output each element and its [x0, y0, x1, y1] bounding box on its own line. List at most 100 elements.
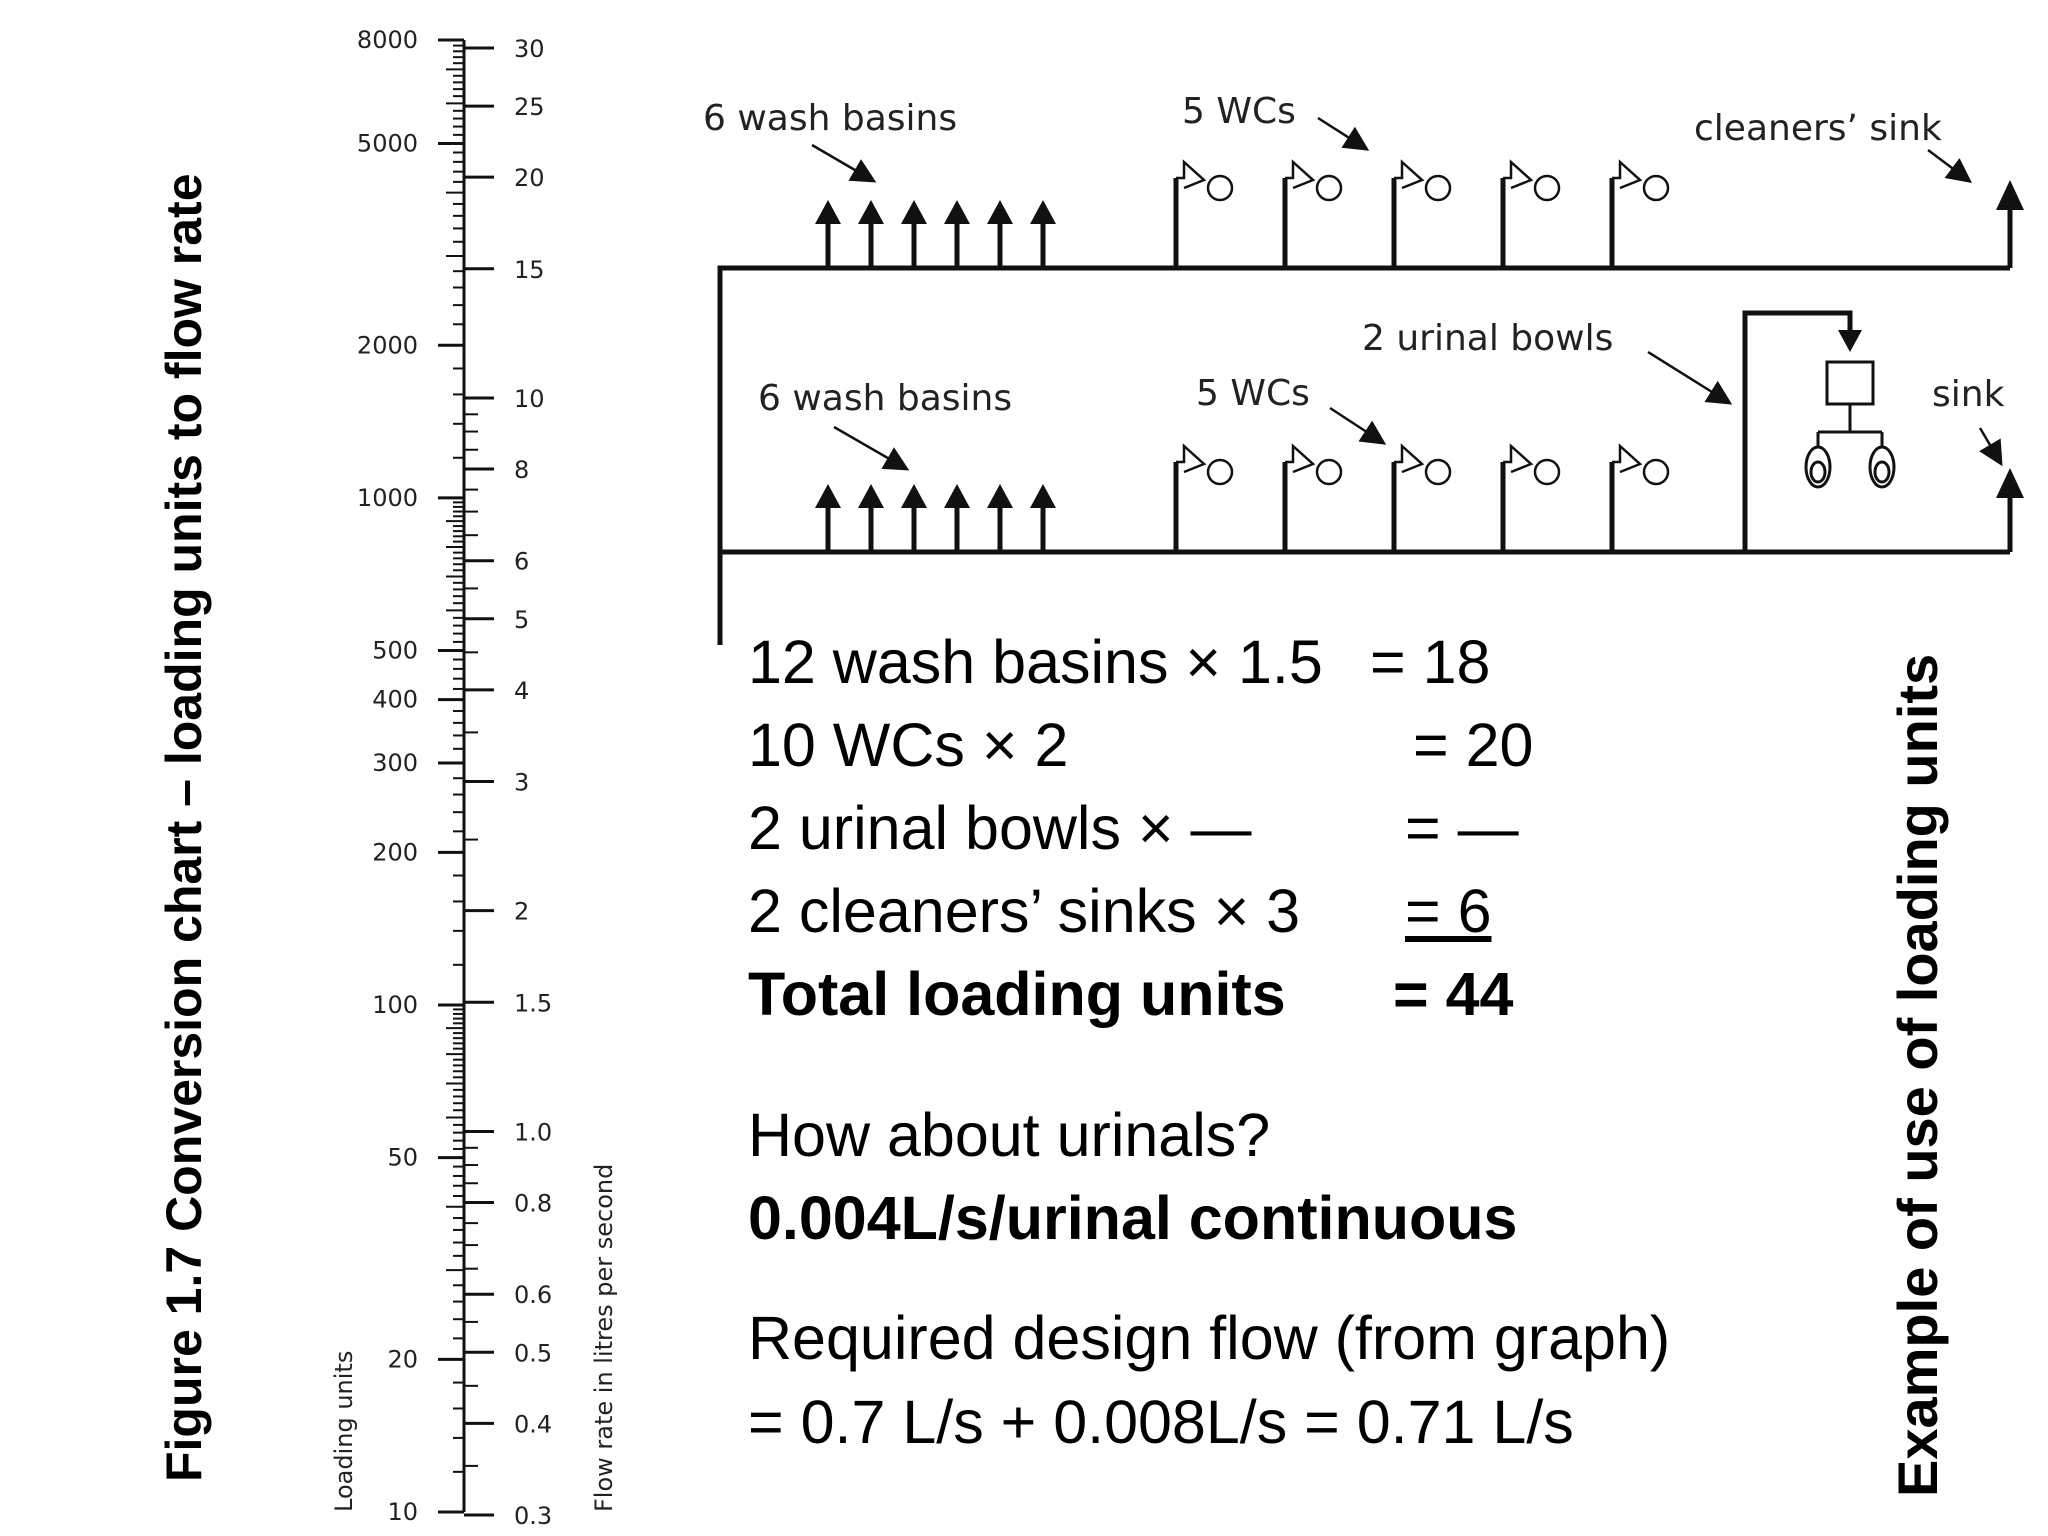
urinal-question: How about urinals? [748, 1101, 1271, 1169]
wash-basin-icon [987, 200, 1013, 268]
calc-value: = 20 [1413, 711, 1534, 779]
wash-basin-icon [901, 200, 927, 268]
calc-row-total: Total loading units = 44 [748, 964, 1513, 1025]
urinal-answer: 0.004L/s/urinal continuous [748, 1184, 1518, 1252]
pointer-top-wcs [1317, 116, 1370, 151]
wash-basin-icon [987, 484, 1013, 552]
pointer-cleaners-sink [1927, 149, 1972, 183]
pointer-sink [1978, 427, 2003, 467]
pointer-urinal-bowls [1647, 350, 1733, 405]
urinal-feed-pipe [1742, 310, 1853, 552]
right-tick-label: 3 [514, 769, 529, 797]
label-sink: sink [1932, 374, 2005, 415]
right-tick-label: 15 [514, 256, 545, 284]
left-tick-label: 400 [372, 686, 418, 714]
top-wash-basins [815, 200, 1056, 268]
wc-icon [1282, 159, 1343, 268]
right-tick-label: 2 [514, 898, 529, 926]
right-tick-label: 5 [514, 606, 529, 634]
wc-icon [1500, 443, 1561, 552]
wc-icon [1500, 159, 1561, 268]
wash-basin-icon [944, 484, 970, 552]
cleaners-sink-arrow-icon [1996, 180, 2024, 210]
calc-total-value: = 44 [1393, 960, 1514, 1028]
left-tick-label: 8000 [357, 26, 418, 54]
wash-basin-icon [944, 200, 970, 268]
urinal-bowls-icon [1804, 360, 1896, 489]
wc-icon [1391, 443, 1452, 552]
calc-row-urinals: 2 urinal bowls × — = — [748, 798, 1519, 859]
pointer-bottom-basins [833, 425, 910, 471]
wash-basin-icon [815, 200, 841, 268]
label-top-wash-basins: 6 wash basins [703, 98, 957, 139]
wc-icon [1391, 159, 1452, 268]
calc-item: 12 wash basins × 1.5 [748, 628, 1323, 696]
label-bottom-wash-basins: 6 wash basins [758, 378, 1012, 419]
right-tick-label: 20 [514, 164, 545, 192]
calc-item: 2 urinal bowls × — [748, 794, 1252, 862]
calc-row-cleaners-sinks: 2 cleaners’ sinks × 3 = 6 [748, 881, 1492, 942]
left-tick-label: 200 [372, 838, 418, 866]
sink-arrow-icon [1996, 468, 2024, 498]
calc-value: = 18 [1370, 628, 1491, 696]
wash-basin-icon [858, 484, 884, 552]
wc-icon [1173, 159, 1234, 268]
right-tick-label: 30 [514, 35, 545, 63]
calc-value: = — [1405, 794, 1519, 862]
right-axis-label: Flow rate in litres per second [590, 1164, 618, 1512]
left-tick-label: 20 [387, 1345, 418, 1373]
left-tick-label: 500 [372, 637, 418, 665]
right-tick-label: 4 [514, 677, 529, 705]
pointer-top-basins [811, 143, 877, 183]
wc-icon [1282, 443, 1343, 552]
calc-total-label: Total loading units [748, 960, 1286, 1028]
right-tick-label: 1.5 [514, 989, 552, 1017]
left-tick-label: 2000 [357, 331, 418, 359]
left-tick-label: 50 [387, 1144, 418, 1172]
top-wcs [1173, 159, 1670, 268]
left-tick-label: 5000 [357, 129, 418, 157]
calc-value: = 6 [1405, 877, 1492, 945]
label-urinal-bowls: 2 urinal bowls [1362, 318, 1613, 359]
calc-row-basins: 12 wash basins × 1.5 = 18 [748, 632, 1490, 693]
right-tick-label: 0.6 [514, 1281, 552, 1309]
left-tick-label: 10 [387, 1498, 418, 1526]
wash-basin-icon [1030, 200, 1056, 268]
left-tick-label: 100 [372, 991, 418, 1019]
right-tick-label: 6 [514, 548, 529, 576]
right-tick-label: 10 [514, 385, 545, 413]
wc-icon [1609, 443, 1670, 552]
wash-basin-icon [858, 200, 884, 268]
right-tick-label: 8 [514, 456, 529, 484]
wc-icon [1173, 443, 1234, 552]
right-tick-label: 1.0 [514, 1118, 552, 1146]
top-branch-pipe [717, 265, 2010, 645]
label-cleaners-sink: cleaners’ sink [1694, 108, 1942, 149]
bottom-wcs [1173, 443, 1670, 552]
left-axis-label: Loading units [330, 1351, 358, 1512]
pointer-bottom-wcs [1329, 406, 1387, 445]
wash-basin-icon [815, 484, 841, 552]
wash-basin-icon [1030, 484, 1056, 552]
design-flow-line2: = 0.7 L/s + 0.008L/s = 0.71 L/s [748, 1388, 1574, 1456]
right-tick-label: 0.5 [514, 1339, 552, 1367]
left-ticks: 8000 5000 2000 1000 500 400 300 200 100 50 20 10 [357, 26, 464, 1526]
right-ticks: 30 25 20 15 10 8 6 5 4 3 2 1.5 1.0 0.8 0.6 0.5 0.4 0.3 [464, 35, 552, 1530]
design-flow-line1: Required design flow (from graph) [748, 1304, 1671, 1372]
right-tick-label: 0.4 [514, 1410, 552, 1438]
label-bottom-wcs: 5 WCs [1196, 373, 1310, 414]
urinal-arrow-icon [1838, 330, 1862, 352]
left-tick-label: 300 [372, 749, 418, 777]
calc-row-wcs: 10 WCs × 2 = 20 [748, 715, 1533, 776]
wc-icon [1609, 159, 1670, 268]
calc-item: 2 cleaners’ sinks × 3 [748, 877, 1301, 945]
wash-basin-icon [901, 484, 927, 552]
calc-item: 10 WCs × 2 [748, 711, 1069, 779]
left-tick-label: 1000 [357, 484, 418, 512]
right-tick-label: 0.3 [514, 1502, 552, 1530]
label-top-wcs: 5 WCs [1182, 91, 1296, 132]
right-tick-label: 0.8 [514, 1190, 552, 1218]
